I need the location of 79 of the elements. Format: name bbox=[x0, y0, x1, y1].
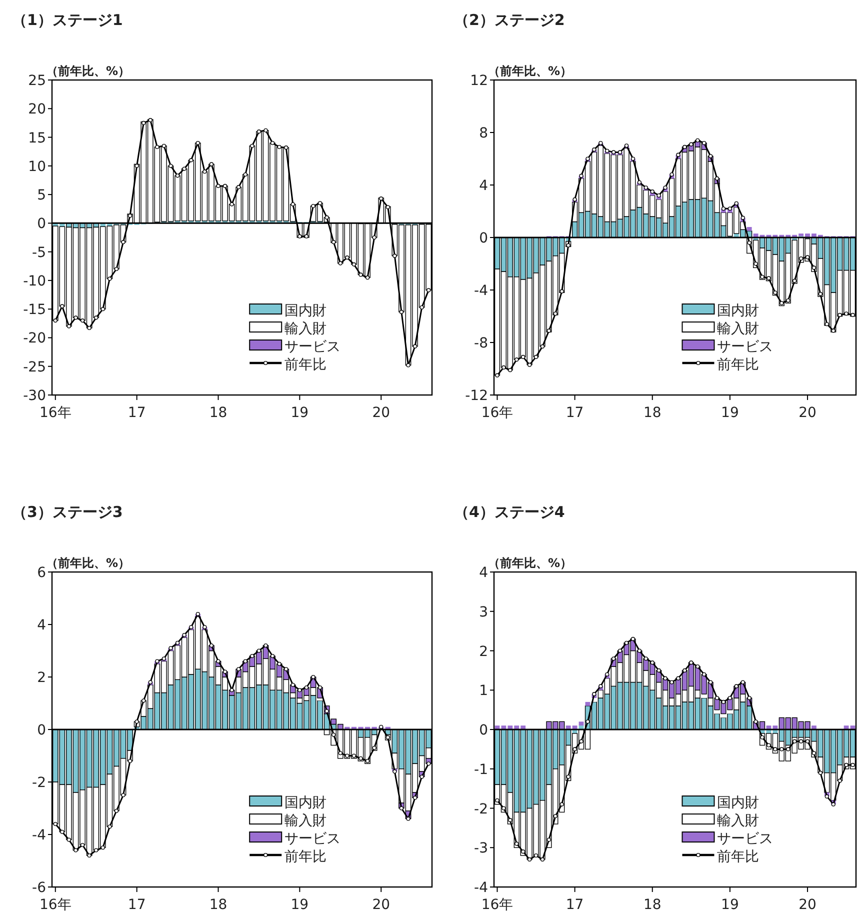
legend-label: 輸入財 bbox=[284, 321, 327, 337]
y-tick-label: 0 bbox=[479, 722, 488, 738]
x-tick-label: 16年 bbox=[481, 405, 514, 421]
y-tick-label: 2 bbox=[37, 670, 46, 686]
legend-label: 前年比 bbox=[717, 357, 760, 373]
y-tick-label: -12 bbox=[465, 388, 488, 404]
x-tick-label: 20 bbox=[372, 897, 390, 913]
y-tick-label: -15 bbox=[23, 302, 46, 318]
legend-label: サービス bbox=[284, 339, 341, 355]
y-tick-label: -10 bbox=[23, 273, 46, 290]
x-tick-label: 16年 bbox=[481, 897, 514, 913]
legend-label: 輸入財 bbox=[284, 813, 327, 829]
x-tick-label: 16年 bbox=[39, 405, 72, 421]
legend-label: 前年比 bbox=[284, 357, 327, 373]
x-tick-label: 18 bbox=[643, 405, 662, 421]
x-tick-label: 20 bbox=[798, 405, 816, 421]
y-tick-label: 3 bbox=[479, 604, 488, 620]
legend-label: サービス bbox=[717, 831, 774, 847]
x-tick-label: 18 bbox=[643, 897, 662, 913]
x-tick-label: 19 bbox=[721, 405, 739, 421]
y-tick-label: 4 bbox=[479, 565, 488, 581]
y-tick-label: -5 bbox=[32, 244, 46, 261]
legend-label: 国内財 bbox=[284, 303, 327, 319]
x-tick-label: 19 bbox=[721, 897, 739, 913]
y-tick-label: -8 bbox=[474, 336, 488, 352]
y-tick-label: -2 bbox=[32, 775, 46, 791]
x-tick-label: 17 bbox=[566, 897, 584, 913]
y-tick-label: -3 bbox=[474, 840, 488, 857]
y-axis-title: （前年比、%） bbox=[46, 556, 130, 570]
y-tick-label: -4 bbox=[474, 880, 488, 896]
y-tick-label: -4 bbox=[474, 283, 488, 299]
x-tick-label: 18 bbox=[209, 897, 228, 913]
legend-label: 国内財 bbox=[717, 303, 760, 319]
y-tick-label: 6 bbox=[37, 565, 46, 581]
y-tick-label: 15 bbox=[28, 130, 46, 146]
y-tick-label: 5 bbox=[37, 188, 46, 204]
y-tick-label: 25 bbox=[28, 73, 46, 89]
y-tick-label: 10 bbox=[28, 158, 46, 175]
legend-label: サービス bbox=[284, 831, 341, 847]
x-tick-label: 17 bbox=[128, 405, 146, 421]
x-tick-label: 20 bbox=[798, 897, 816, 913]
y-tick-label: -4 bbox=[32, 828, 46, 844]
y-tick-label: -20 bbox=[23, 330, 46, 347]
y-axis-title: （前年比、%） bbox=[488, 64, 572, 78]
y-axis-title: （前年比、%） bbox=[488, 556, 572, 570]
chart-title: （2）ステージ2 bbox=[454, 11, 565, 29]
legend-label: 輸入財 bbox=[717, 321, 760, 337]
y-tick-label: 0 bbox=[479, 230, 488, 246]
y-tick-label: 1 bbox=[479, 683, 488, 700]
y-tick-label: 4 bbox=[37, 618, 46, 634]
legend-label: 前年比 bbox=[284, 849, 327, 865]
y-tick-label: 8 bbox=[479, 126, 488, 142]
legend-label: 国内財 bbox=[717, 795, 760, 811]
x-tick-label: 19 bbox=[290, 897, 309, 913]
chart-title: （4）ステージ4 bbox=[454, 503, 565, 521]
legend-label: 前年比 bbox=[717, 849, 760, 865]
x-tick-label: 20 bbox=[372, 405, 390, 421]
y-tick-label: 20 bbox=[28, 102, 46, 118]
y-tick-label: -30 bbox=[23, 388, 46, 404]
x-tick-label: 17 bbox=[128, 897, 146, 913]
legend-label: サービス bbox=[717, 339, 774, 355]
y-tick-label: -2 bbox=[474, 801, 488, 818]
legend-label: 国内財 bbox=[284, 795, 327, 811]
y-axis-title: （前年比、%） bbox=[46, 64, 130, 78]
x-tick-label: 17 bbox=[566, 405, 584, 421]
x-tick-label: 16年 bbox=[39, 897, 72, 913]
y-tick-label: -25 bbox=[23, 359, 46, 376]
y-tick-label: -1 bbox=[474, 762, 488, 778]
x-tick-label: 18 bbox=[209, 405, 228, 421]
y-tick-label: 12 bbox=[470, 73, 488, 89]
x-tick-label: 19 bbox=[290, 405, 309, 421]
chart-title: （3）ステージ3 bbox=[12, 503, 123, 521]
chart-title: （1）ステージ1 bbox=[12, 11, 123, 29]
y-tick-label: 2 bbox=[479, 644, 488, 660]
y-tick-label: 4 bbox=[479, 178, 488, 194]
y-tick-label: -6 bbox=[32, 880, 46, 896]
y-tick-label: 0 bbox=[37, 216, 46, 232]
y-tick-label: 0 bbox=[37, 722, 46, 738]
legend-label: 輸入財 bbox=[717, 813, 760, 829]
